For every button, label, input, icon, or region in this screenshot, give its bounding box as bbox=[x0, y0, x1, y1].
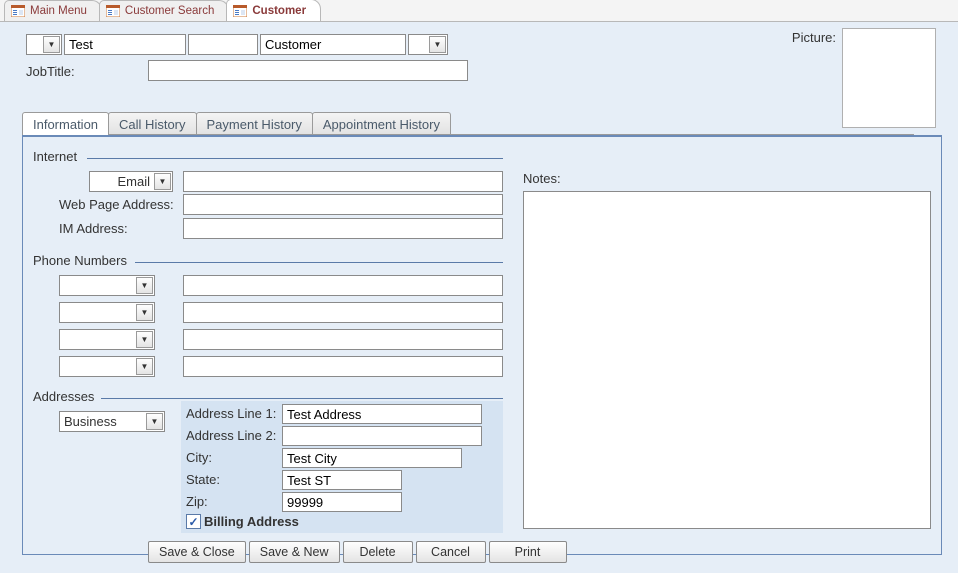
form-icon bbox=[233, 5, 247, 17]
first-name-input[interactable] bbox=[64, 34, 186, 55]
dropdown-arrow-icon: ▼ bbox=[136, 358, 153, 375]
dropdown-arrow-icon: ▼ bbox=[146, 413, 163, 430]
billing-checkbox-label: Billing Address bbox=[204, 514, 299, 529]
form-tab-label: Customer bbox=[252, 5, 306, 17]
addr-line2-label: Address Line 2: bbox=[186, 428, 276, 443]
form-icon bbox=[11, 5, 25, 17]
addr-zip-label: Zip: bbox=[186, 494, 208, 509]
address-type-dropdown[interactable]: Business ▼ bbox=[59, 411, 165, 432]
billing-checkbox[interactable]: ✓ bbox=[186, 514, 201, 529]
save-new-button[interactable]: Save & New bbox=[249, 541, 340, 563]
internet-group-line bbox=[87, 158, 503, 159]
phones-group-label: Phone Numbers bbox=[33, 253, 131, 268]
addr-city-input[interactable] bbox=[282, 448, 462, 468]
address-type-value: Business bbox=[64, 414, 117, 429]
addr-line1-input[interactable] bbox=[282, 404, 482, 424]
tab-appointment-history[interactable]: Appointment History bbox=[312, 112, 451, 135]
notes-textarea[interactable] bbox=[523, 191, 931, 529]
delete-button[interactable]: Delete bbox=[343, 541, 413, 563]
tab-information[interactable]: Information bbox=[22, 112, 109, 135]
webpage-label: Web Page Address: bbox=[59, 197, 179, 212]
form-tab-main-menu[interactable]: Main Menu bbox=[4, 0, 102, 21]
email-type-dropdown[interactable]: Email ▼ bbox=[89, 171, 173, 192]
page-tab-bar: Information Call History Payment History… bbox=[22, 112, 450, 135]
address-panel: Address Line 1: Address Line 2: City: St… bbox=[181, 401, 503, 533]
addr-line2-input[interactable] bbox=[282, 426, 482, 446]
form-icon bbox=[106, 5, 120, 17]
phone-input-2[interactable] bbox=[183, 302, 503, 323]
button-label: Save & New bbox=[260, 545, 329, 559]
prefix-dropdown[interactable]: ▼ bbox=[26, 34, 62, 55]
addr-state-label: State: bbox=[186, 472, 220, 487]
phone-input-3[interactable] bbox=[183, 329, 503, 350]
addresses-group-label: Addresses bbox=[33, 389, 98, 404]
email-type-value: Email bbox=[117, 174, 150, 189]
print-button[interactable]: Print bbox=[489, 541, 567, 563]
middle-name-input[interactable] bbox=[188, 34, 258, 55]
im-input[interactable] bbox=[183, 218, 503, 239]
phone-type-dropdown-4[interactable]: ▼ bbox=[59, 356, 155, 377]
save-close-button[interactable]: Save & Close bbox=[148, 541, 246, 563]
page-tab-label: Payment History bbox=[207, 117, 302, 132]
addr-zip-input[interactable] bbox=[282, 492, 402, 512]
form-tab-customer[interactable]: Customer bbox=[226, 0, 321, 21]
dropdown-arrow-icon: ▼ bbox=[429, 36, 446, 53]
form-tab-label: Customer Search bbox=[125, 5, 214, 17]
dropdown-arrow-icon: ▼ bbox=[136, 331, 153, 348]
phones-group-line bbox=[135, 262, 503, 263]
jobtitle-label: JobTitle: bbox=[26, 64, 75, 79]
information-page: Internet Email ▼ Web Page Address: IM Ad… bbox=[22, 135, 942, 555]
jobtitle-input[interactable] bbox=[148, 60, 468, 81]
phone-type-dropdown-2[interactable]: ▼ bbox=[59, 302, 155, 323]
picture-label: Picture: bbox=[792, 30, 836, 45]
page-tab-label: Call History bbox=[119, 117, 185, 132]
internet-group-label: Internet bbox=[33, 149, 81, 164]
button-label: Delete bbox=[359, 545, 395, 559]
suffix-dropdown[interactable]: ▼ bbox=[408, 34, 448, 55]
tab-payment-history[interactable]: Payment History bbox=[196, 112, 313, 135]
form-tab-label: Main Menu bbox=[30, 5, 87, 17]
dropdown-arrow-icon: ▼ bbox=[136, 304, 153, 321]
im-label: IM Address: bbox=[59, 221, 179, 236]
page-tab-label: Appointment History bbox=[323, 117, 440, 132]
webpage-input[interactable] bbox=[183, 194, 503, 215]
button-label: Print bbox=[515, 545, 541, 559]
form-tab-customer-search[interactable]: Customer Search bbox=[99, 0, 229, 21]
tab-call-history[interactable]: Call History bbox=[108, 112, 196, 135]
phone-input-4[interactable] bbox=[183, 356, 503, 377]
addresses-group-line bbox=[101, 398, 503, 399]
notes-label: Notes: bbox=[523, 171, 561, 186]
last-name-input[interactable] bbox=[260, 34, 406, 55]
dropdown-arrow-icon: ▼ bbox=[136, 277, 153, 294]
dropdown-arrow-icon: ▼ bbox=[154, 173, 171, 190]
button-label: Save & Close bbox=[159, 545, 235, 559]
dropdown-arrow-icon: ▼ bbox=[43, 36, 60, 53]
phone-type-dropdown-3[interactable]: ▼ bbox=[59, 329, 155, 350]
addr-line1-label: Address Line 1: bbox=[186, 406, 276, 421]
phone-type-dropdown-1[interactable]: ▼ bbox=[59, 275, 155, 296]
form-canvas: ▼ ▼ JobTitle: Picture: Information Call … bbox=[0, 22, 958, 573]
page-tab-label: Information bbox=[33, 117, 98, 132]
form-tab-bar: Main Menu Customer Search Customer bbox=[0, 0, 958, 22]
email-input[interactable] bbox=[183, 171, 503, 192]
addr-city-label: City: bbox=[186, 450, 212, 465]
phone-input-1[interactable] bbox=[183, 275, 503, 296]
button-row: Save & Close Save & New Delete Cancel Pr… bbox=[148, 541, 567, 563]
addr-state-input[interactable] bbox=[282, 470, 402, 490]
cancel-button[interactable]: Cancel bbox=[416, 541, 486, 563]
button-label: Cancel bbox=[431, 545, 470, 559]
picture-box[interactable] bbox=[842, 28, 936, 128]
